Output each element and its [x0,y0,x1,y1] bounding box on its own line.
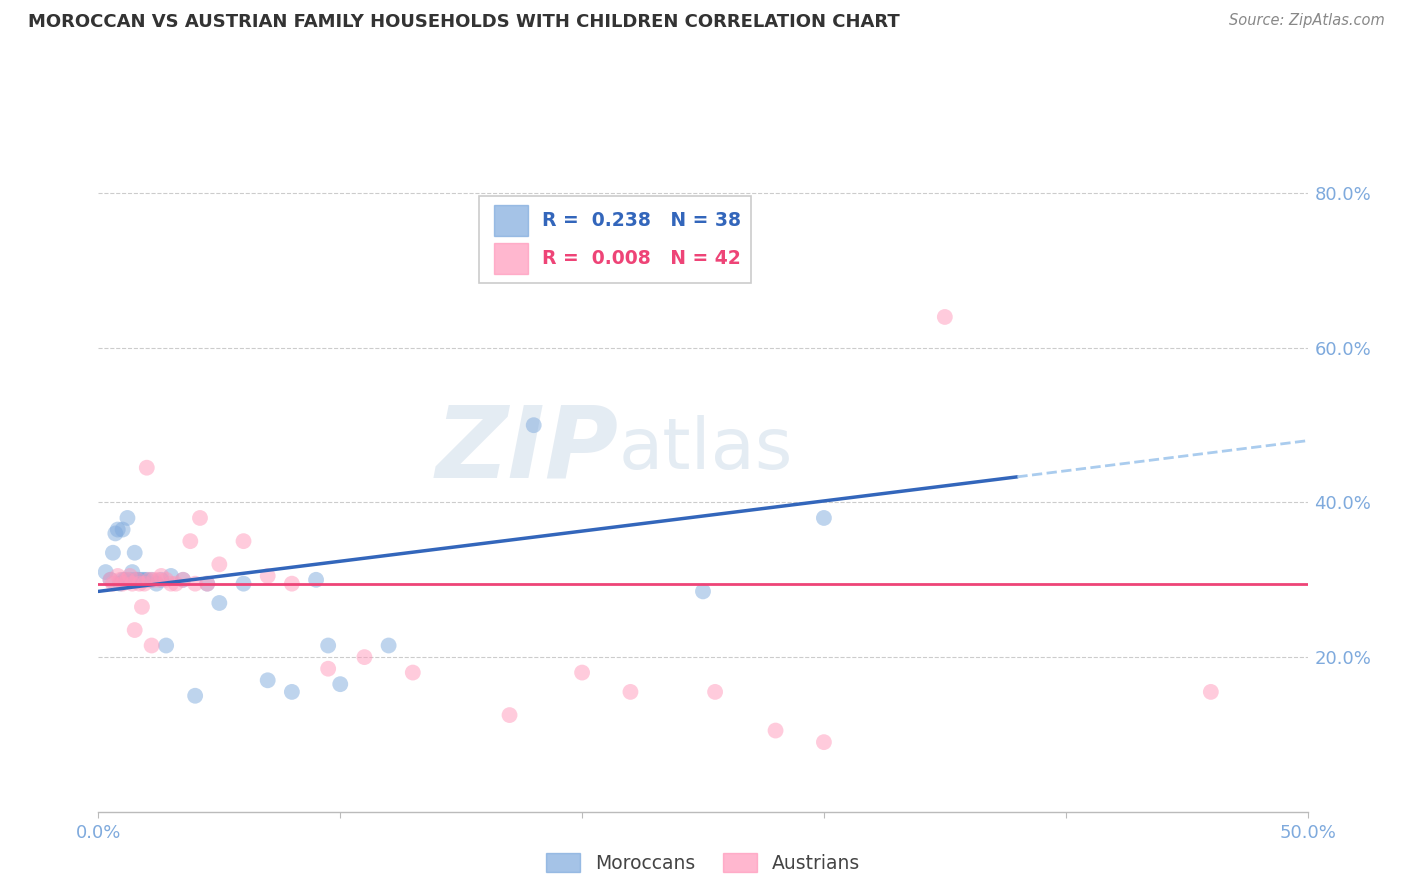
Point [118,573,141,587]
Point [281,685,304,699]
Point [111,573,134,587]
Point [329,677,352,691]
Text: R =  0.008   N = 42: R = 0.008 N = 42 [543,249,741,268]
Point [124,573,146,587]
Point [117,511,139,525]
Text: Source: ZipAtlas.com: Source: ZipAtlas.com [1229,13,1385,29]
Point [316,639,339,653]
Point [232,534,254,549]
Point [124,546,146,560]
Point [402,665,425,680]
Point [150,569,173,583]
Point [208,558,231,572]
Point [121,576,143,591]
Point [141,639,163,653]
Point [131,573,153,587]
Point [111,576,134,591]
Point [704,685,727,699]
Point [184,576,207,591]
Point [305,573,328,587]
Point [377,639,399,653]
Point [134,576,156,591]
Point [118,569,141,583]
Point [813,511,835,525]
Point [100,573,122,587]
Point [195,576,218,591]
Bar [494,204,527,236]
Point [135,573,157,587]
Point [353,650,375,665]
Point [131,599,153,614]
Point [107,523,129,537]
Point [145,576,167,591]
Point [155,573,177,587]
Point [165,576,187,591]
Point [107,569,129,583]
Point [172,573,194,587]
Point [121,565,143,579]
Text: ZIP: ZIP [436,401,619,499]
Text: MOROCCAN VS AUSTRIAN FAMILY HOUSEHOLDS WITH CHILDREN CORRELATION CHART: MOROCCAN VS AUSTRIAN FAMILY HOUSEHOLDS W… [28,13,900,31]
Point [108,576,131,591]
Point [619,685,641,699]
Point [100,573,122,587]
Point [523,418,546,433]
Point [934,310,956,324]
FancyBboxPatch shape [479,196,751,283]
Point [160,569,183,583]
Point [114,573,136,587]
Point [172,573,194,587]
Point [765,723,787,738]
Point [138,573,160,587]
Point [281,576,304,591]
Point [232,576,254,591]
Point [195,576,218,591]
Text: atlas: atlas [619,416,793,484]
Point [155,639,177,653]
Point [143,573,166,587]
Point [316,662,339,676]
Point [124,623,146,637]
Point [141,573,163,587]
Point [208,596,231,610]
Point [692,584,714,599]
Point [188,511,211,525]
Point [94,565,117,579]
Point [128,576,150,591]
Point [108,573,131,587]
Point [498,708,520,723]
Point [104,526,127,541]
Point [571,665,593,680]
Legend: Moroccans, Austrians: Moroccans, Austrians [537,844,869,882]
Point [135,460,157,475]
Point [184,689,207,703]
Point [127,573,149,587]
Point [101,576,124,591]
Point [148,573,170,587]
Text: R =  0.238   N = 38: R = 0.238 N = 38 [543,211,741,230]
Point [256,569,278,583]
Point [134,573,156,587]
Point [128,573,150,587]
Point [160,576,183,591]
Point [1199,685,1222,699]
Bar [494,243,527,274]
Point [127,573,149,587]
Point [117,573,139,587]
Point [101,546,124,560]
Point [111,523,134,537]
Point [256,673,278,688]
Point [813,735,835,749]
Point [150,573,173,587]
Point [179,534,201,549]
